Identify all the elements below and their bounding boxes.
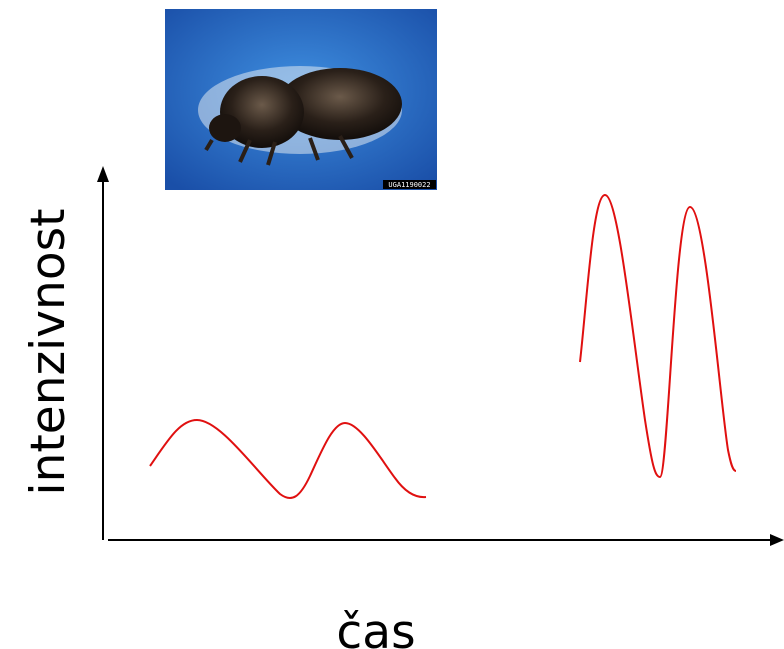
low-intensity-signal <box>150 420 426 498</box>
photo-caption: UGA1190022 <box>388 181 430 189</box>
beetle-head <box>209 114 241 142</box>
diagram: UGA1190022 intenzivnost čas <box>0 0 784 649</box>
high-intensity-signal <box>580 195 736 477</box>
page: UGA1190022 intenzivnost čas (() => { con… <box>0 0 784 649</box>
beetle-photo: UGA1190022 <box>165 9 437 190</box>
y-axis-label: intenzivnost <box>21 209 76 496</box>
y-axis-arrow <box>97 166 109 182</box>
x-axis-label: čas <box>336 605 415 649</box>
x-axis-arrow <box>770 534 784 546</box>
